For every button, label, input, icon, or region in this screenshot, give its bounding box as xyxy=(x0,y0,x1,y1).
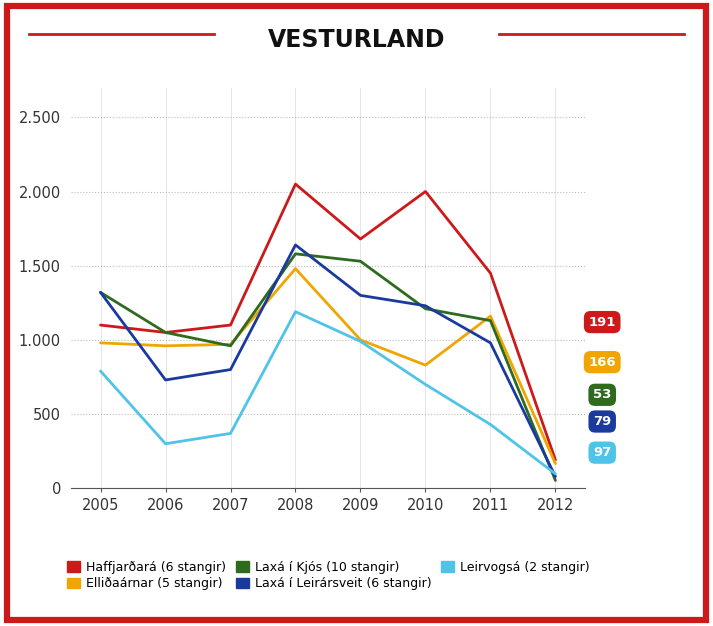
Text: 166: 166 xyxy=(588,356,616,369)
Text: 97: 97 xyxy=(593,446,611,459)
Text: VESTURLAND: VESTURLAND xyxy=(268,28,445,52)
Legend: Haffjarðará (6 stangir), Elliðaárnar (5 stangir), Laxá í Kjós (10 stangir), Laxá: Haffjarðará (6 stangir), Elliðaárnar (5 … xyxy=(67,561,590,590)
Text: 191: 191 xyxy=(588,316,616,329)
Text: 79: 79 xyxy=(593,415,611,428)
Text: 53: 53 xyxy=(593,388,611,401)
